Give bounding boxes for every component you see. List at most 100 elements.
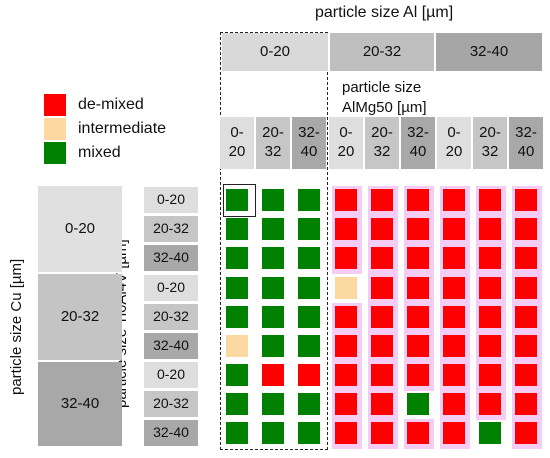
- al-size-title: particle size Al [µm]: [315, 4, 454, 21]
- cell-demixed-r1-c8: [515, 218, 537, 240]
- cell-mixed-r0-c0: [226, 189, 248, 211]
- cell-mixed-r4-c2: [298, 306, 320, 328]
- legend-label-mixed: mixed: [78, 144, 121, 161]
- cell-demixed-r1-c7: [479, 218, 501, 240]
- cell-mixed-r2-c1: [262, 247, 284, 269]
- cell-demixed-r6-c2: [298, 364, 320, 386]
- almg-header-4: 20- 32: [365, 117, 399, 169]
- al-header-1: 20-32: [330, 33, 434, 71]
- cell-demixed-r2-c6: [443, 247, 465, 269]
- cell-demixed-r1-c4: [371, 218, 393, 240]
- cell-demixed-r6-c7: [479, 364, 501, 386]
- cell-demixed-r4-c7: [479, 306, 501, 328]
- ti-label-5: 32-40: [144, 333, 198, 359]
- cell-demixed-r4-c8: [515, 306, 537, 328]
- ti-label-3: 0-20: [144, 275, 198, 301]
- cell-demixed-r1-c5: [407, 218, 429, 240]
- cell-mixed-r8-c2: [298, 422, 320, 444]
- cell-demixed-r0-c7: [479, 189, 501, 211]
- cell-mixed-r3-c0: [226, 277, 248, 299]
- cell-mixed-r4-c1: [262, 306, 284, 328]
- cell-demixed-r8-c5: [407, 422, 429, 444]
- cell-demixed-r0-c4: [371, 189, 393, 211]
- cu-label-1: 20-32: [38, 274, 122, 360]
- cell-demixed-r8-c3: [335, 422, 357, 444]
- cell-demixed-r6-c6: [443, 364, 465, 386]
- cell-mixed-r7-c0: [226, 393, 248, 415]
- cell-mixed-r3-c1: [262, 277, 284, 299]
- cell-demixed-r0-c6: [443, 189, 465, 211]
- cell-mixed-r7-c2: [298, 393, 320, 415]
- cell-demixed-r7-c7: [479, 393, 501, 415]
- cell-demixed-r3-c6: [443, 277, 465, 299]
- almg-header-7: 20- 32: [473, 117, 507, 169]
- cell-demixed-r2-c3: [335, 247, 357, 269]
- cell-demixed-r4-c4: [371, 306, 393, 328]
- cell-demixed-r3-c8: [515, 277, 537, 299]
- cell-mixed-r3-c2: [298, 277, 320, 299]
- cell-demixed-r4-c6: [443, 306, 465, 328]
- cell-intermediate-r3-c3: [335, 277, 357, 299]
- cell-demixed-r3-c4: [371, 277, 393, 299]
- legend-swatch-intermediate: [44, 118, 66, 140]
- cell-demixed-r5-c8: [515, 335, 537, 357]
- cell-mixed-r0-c2: [298, 189, 320, 211]
- cell-demixed-r8-c4: [371, 422, 393, 444]
- cell-mixed-r1-c0: [226, 218, 248, 240]
- almg-header-2: 32- 40: [292, 117, 326, 169]
- cell-mixed-r1-c2: [298, 218, 320, 240]
- legend: de-mixed intermediate mixed: [30, 90, 196, 176]
- cell-demixed-r5-c5: [407, 335, 429, 357]
- cell-mixed-r6-c0: [226, 364, 248, 386]
- ti-label-1: 20-32: [144, 216, 198, 242]
- cell-mixed-r0-c1: [262, 189, 284, 211]
- cell-demixed-r3-c7: [479, 277, 501, 299]
- cell-demixed-r6-c4: [371, 364, 393, 386]
- cell-mixed-r7-c1: [262, 393, 284, 415]
- cell-mixed-r4-c0: [226, 306, 248, 328]
- cell-demixed-r6-c1: [262, 364, 284, 386]
- dashed-group-frame: [220, 32, 328, 450]
- cell-demixed-r0-c5: [407, 189, 429, 211]
- cell-demixed-r2-c7: [479, 247, 501, 269]
- cell-mixed-r7-c5: [407, 393, 429, 415]
- almg-header-3: 0- 20: [329, 117, 363, 169]
- cell-demixed-r4-c3: [335, 306, 357, 328]
- cell-demixed-r5-c7: [479, 335, 501, 357]
- cell-demixed-r1-c3: [335, 218, 357, 240]
- al-header-2: 32-40: [436, 33, 542, 71]
- cell-mixed-r2-c2: [298, 247, 320, 269]
- ti-label-2: 32-40: [144, 245, 198, 271]
- cell-demixed-r4-c5: [407, 306, 429, 328]
- legend-swatch-demixed: [44, 94, 66, 116]
- cell-demixed-r5-c4: [371, 335, 393, 357]
- cell-demixed-r7-c6: [443, 393, 465, 415]
- ti-label-8: 32-40: [144, 420, 198, 446]
- cell-mixed-r8-c1: [262, 422, 284, 444]
- cell-demixed-r7-c4: [371, 393, 393, 415]
- cell-demixed-r1-c6: [443, 218, 465, 240]
- cell-demixed-r5-c3: [335, 335, 357, 357]
- legend-label-intermediate: intermediate: [78, 120, 167, 137]
- cell-demixed-r5-c6: [443, 335, 465, 357]
- almg-header-1: 20- 32: [256, 117, 290, 169]
- cell-demixed-r7-c3: [335, 393, 357, 415]
- cell-mixed-r2-c0: [226, 247, 248, 269]
- almg-header-0: 0- 20: [220, 117, 254, 169]
- cell-demixed-r0-c3: [335, 189, 357, 211]
- cell-mixed-r8-c7: [479, 422, 501, 444]
- legend-item-mixed: mixed: [44, 142, 121, 164]
- cell-demixed-r3-c5: [407, 277, 429, 299]
- ti-label-6: 0-20: [144, 362, 198, 388]
- cell-demixed-r6-c8: [515, 364, 537, 386]
- cell-demixed-r8-c8: [515, 422, 537, 444]
- ti-label-0: 0-20: [144, 187, 198, 213]
- cell-demixed-r2-c8: [515, 247, 537, 269]
- almg-size-title: particle size AlMg50 [µm]: [342, 79, 427, 116]
- cell-mixed-r5-c1: [262, 335, 284, 357]
- cell-mixed-r5-c2: [298, 335, 320, 357]
- legend-swatch-mixed: [44, 142, 66, 164]
- cu-size-title: particle size Cu [µm]: [8, 258, 25, 395]
- legend-item-intermediate: intermediate: [44, 118, 166, 140]
- cell-mixed-r1-c1: [262, 218, 284, 240]
